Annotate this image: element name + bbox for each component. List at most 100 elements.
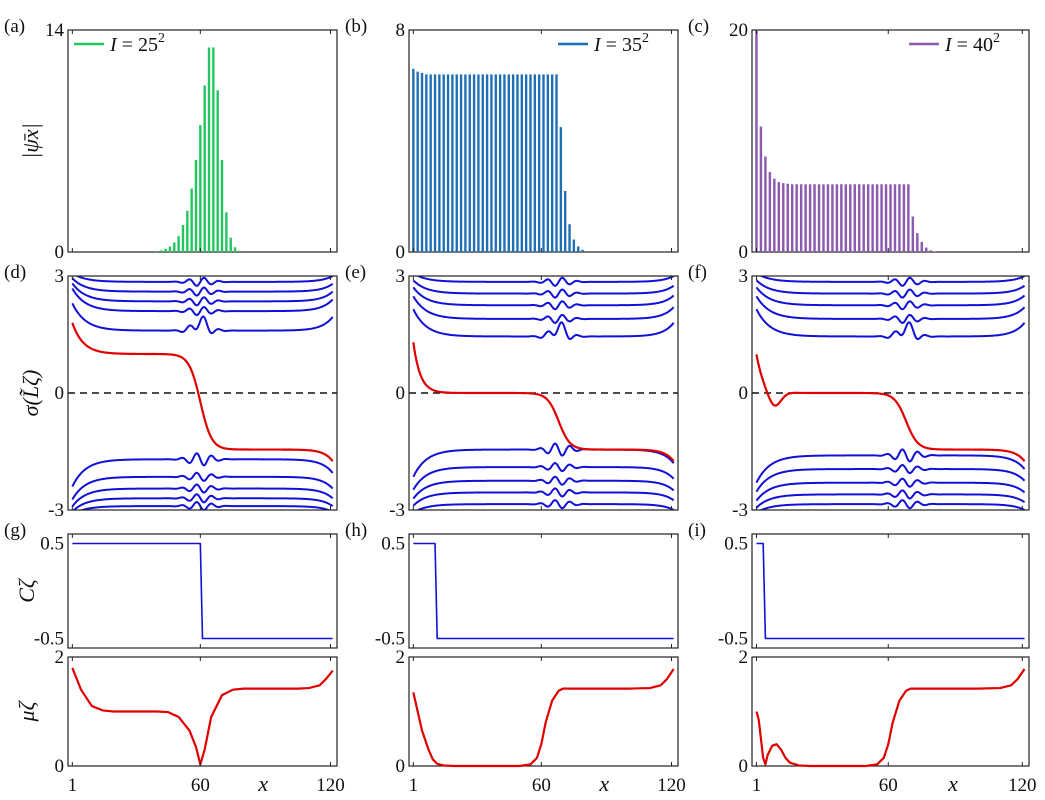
bar-b bbox=[477, 74, 480, 253]
bar-b bbox=[555, 74, 558, 253]
y-tick-label-j: 0 bbox=[55, 756, 65, 777]
bar-c bbox=[849, 184, 852, 252]
band-line-upper-d bbox=[71, 287, 334, 317]
bar-b bbox=[451, 74, 454, 253]
bar-a bbox=[225, 212, 228, 252]
series-group-e bbox=[409, 276, 678, 510]
panel-label-a: (a) bbox=[4, 16, 25, 37]
bar-a bbox=[177, 236, 180, 252]
y-tick-label-i: -0.5 bbox=[718, 629, 748, 650]
bar-b bbox=[537, 74, 541, 253]
y-tick-label-f: 0 bbox=[739, 383, 749, 404]
band-line-lower-e bbox=[412, 462, 675, 491]
y-tick-label-l: 2 bbox=[739, 647, 749, 668]
bar-b bbox=[455, 74, 458, 253]
panel-label-e: (e) bbox=[345, 262, 366, 283]
bar-b bbox=[559, 127, 563, 252]
bar-b bbox=[564, 190, 567, 252]
band-line-lower-f bbox=[755, 477, 1026, 502]
panel-label-b: (b) bbox=[345, 16, 367, 37]
panel-label-i: (i) bbox=[688, 520, 706, 541]
bar-b bbox=[485, 74, 489, 253]
bar-c bbox=[764, 156, 767, 252]
y-tick-label-f: 3 bbox=[739, 266, 749, 287]
bar-a bbox=[199, 125, 202, 252]
red-curve-d bbox=[71, 322, 334, 462]
band-line-upper-d bbox=[75, 276, 334, 287]
bar-c bbox=[777, 182, 781, 252]
y-tick-label-l: 0 bbox=[739, 756, 749, 777]
plot-group-d bbox=[68, 276, 337, 510]
bar-b bbox=[420, 73, 424, 252]
y-tick-label-e: 3 bbox=[396, 266, 406, 287]
bar-b bbox=[425, 74, 428, 253]
bar-a bbox=[190, 188, 193, 252]
band-line-lower-d bbox=[72, 493, 334, 510]
plot-group-e bbox=[409, 276, 678, 510]
bar-b bbox=[524, 74, 528, 253]
band-line-lower-f bbox=[755, 489, 1026, 509]
band-line-upper-e bbox=[416, 276, 675, 287]
bar-b bbox=[542, 74, 545, 253]
band-line-lower-f bbox=[755, 464, 1026, 493]
x-tick-label-l: 120 bbox=[1008, 775, 1037, 796]
bar-c bbox=[862, 184, 865, 252]
bar-a bbox=[164, 248, 167, 252]
x-axis-label-j: x bbox=[257, 771, 268, 796]
bar-c bbox=[804, 184, 807, 252]
bar-c bbox=[773, 178, 776, 252]
bar-b bbox=[429, 74, 432, 253]
axes-frame-f bbox=[751, 275, 1030, 511]
bar-b bbox=[503, 74, 506, 253]
bar-b bbox=[520, 74, 523, 253]
bar-c bbox=[893, 184, 897, 252]
panel-label-f: (f) bbox=[688, 262, 707, 283]
band-line-lower-e bbox=[412, 487, 675, 507]
y-tick-label-g: 0.5 bbox=[40, 534, 64, 555]
bar-a bbox=[238, 250, 241, 252]
bar-a bbox=[207, 47, 211, 252]
bar-c bbox=[831, 184, 834, 252]
bar-b bbox=[572, 239, 576, 252]
bar-c bbox=[768, 172, 772, 252]
band-line-lower-e bbox=[412, 442, 675, 478]
bar-b bbox=[459, 74, 463, 253]
series-line-g bbox=[72, 542, 333, 640]
bar-c bbox=[759, 126, 763, 252]
bar-a bbox=[194, 160, 198, 252]
y-tick-label-k: 0 bbox=[396, 756, 406, 777]
y-tick-label-d: 3 bbox=[55, 266, 65, 287]
bar-a bbox=[212, 47, 215, 252]
series-line-j bbox=[71, 667, 334, 766]
bar-c bbox=[826, 184, 830, 252]
bar-c bbox=[835, 184, 839, 252]
bar-c bbox=[920, 242, 924, 252]
bar-b bbox=[546, 74, 550, 253]
y-tick-label-d: -3 bbox=[48, 500, 64, 521]
bar-c bbox=[799, 184, 803, 252]
band-line-lower-d bbox=[71, 483, 334, 508]
series-line-i bbox=[756, 542, 1025, 640]
y-tick-label-e: 0 bbox=[396, 383, 406, 404]
band-line-upper-d bbox=[71, 277, 334, 297]
band-line-lower-e bbox=[412, 475, 675, 500]
axes-frame-g bbox=[67, 533, 338, 649]
bar-c bbox=[786, 183, 789, 252]
bar-c bbox=[782, 183, 785, 252]
axes-frame-l bbox=[751, 656, 1030, 767]
bar-c bbox=[817, 184, 821, 252]
band-line-upper-e bbox=[412, 286, 675, 311]
axes-frame-k bbox=[408, 656, 679, 767]
bar-b bbox=[516, 74, 519, 253]
bar-a bbox=[168, 246, 172, 252]
bar-b bbox=[577, 246, 580, 252]
bar-a bbox=[155, 251, 159, 252]
series-line-k bbox=[412, 668, 675, 768]
y-tick-label-a: 14 bbox=[45, 20, 65, 41]
panel-label-g: (g) bbox=[4, 520, 26, 541]
x-tick-label-l: 1 bbox=[752, 775, 762, 796]
band-line-lower-d bbox=[79, 501, 331, 510]
bar-a bbox=[216, 90, 219, 252]
bar-c bbox=[933, 251, 937, 252]
y-tick-label-b: 0 bbox=[396, 242, 406, 263]
